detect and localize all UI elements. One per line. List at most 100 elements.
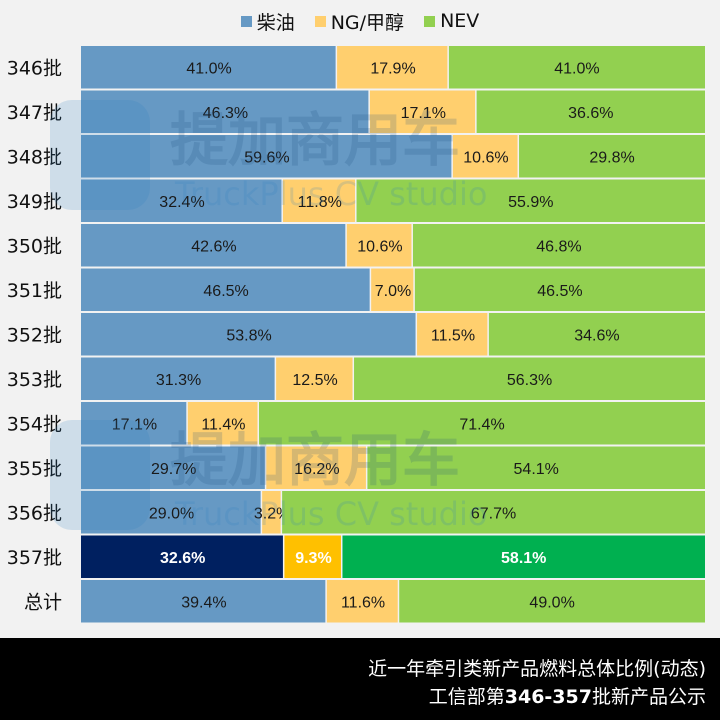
data-label: 39.4%: [181, 594, 226, 611]
data-label: 36.6%: [568, 105, 613, 122]
legend-swatch: [314, 15, 326, 27]
data-label: 11.8%: [298, 194, 342, 211]
bar-segment: [414, 268, 705, 311]
legend-label: 柴油: [256, 11, 295, 34]
legend-item: NG/甲醇: [314, 8, 405, 35]
data-label: 17.1%: [112, 416, 157, 433]
data-label: 32.6%: [160, 550, 205, 567]
bar-segment: [399, 580, 705, 623]
data-label: 10.6%: [357, 238, 402, 255]
bar-segment: [342, 535, 705, 578]
bar-segment: [354, 357, 705, 400]
category-label: 354批: [7, 413, 62, 435]
bar-segment: [369, 90, 476, 133]
data-label: 58.1%: [501, 550, 546, 567]
bar-segment: [337, 46, 448, 89]
bar-segment: [81, 268, 370, 311]
bar-segment: [262, 491, 281, 534]
data-label: 11.5%: [431, 327, 475, 344]
category-label: 350批: [7, 235, 62, 257]
bar-segment: [81, 90, 369, 133]
data-label: 54.1%: [514, 461, 559, 478]
data-label: 29.0%: [149, 505, 194, 522]
data-label: 17.1%: [401, 105, 446, 122]
bar-segment: [284, 535, 341, 578]
legend-label: NG/甲醇: [330, 11, 405, 34]
bar-segment: [417, 313, 488, 356]
data-label: 53.8%: [226, 327, 271, 344]
legend-label: NEV: [440, 10, 480, 32]
bar-segment: [346, 224, 412, 267]
data-label: 34.6%: [574, 327, 619, 344]
data-label: 71.4%: [459, 416, 504, 433]
data-label: 31.3%: [156, 372, 201, 389]
footer-subtitle-pre: 工信部第: [428, 686, 505, 708]
data-label: 7.0%: [375, 283, 411, 300]
data-label: 29.8%: [589, 149, 634, 166]
data-label: 42.6%: [191, 238, 236, 255]
data-label: 46.3%: [203, 105, 248, 122]
footer-subtitle: 工信部第346-357批新产品公示: [429, 682, 706, 709]
category-label: 总计: [24, 591, 62, 613]
bar-segment: [81, 446, 265, 489]
category-label: 349批: [7, 191, 62, 213]
bar-segment: [452, 135, 518, 178]
data-label: 9.3%: [295, 550, 331, 567]
bar-segment: [81, 535, 283, 578]
category-label: 351批: [7, 280, 62, 302]
bar-segment: [448, 46, 705, 89]
data-label: 46.5%: [203, 283, 248, 300]
data-label: 11.6%: [341, 594, 385, 611]
data-label: 3.2%: [254, 505, 290, 522]
data-label: 49.0%: [529, 594, 574, 611]
bar-segment: [282, 179, 356, 222]
data-label: 67.7%: [471, 505, 516, 522]
data-label: 56.3%: [507, 372, 552, 389]
legend-swatch: [240, 15, 252, 27]
bar-segment: [326, 580, 398, 623]
data-label: 41.0%: [186, 60, 231, 77]
bar-segment: [488, 313, 705, 356]
footer-caption: 近一年牵引类新产品燃料总体比例(动态) 工信部第346-357批新产品公示: [0, 638, 720, 720]
data-label: 32.4%: [159, 194, 204, 211]
bar-segment: [412, 224, 705, 267]
category-label: 353批: [7, 369, 62, 391]
category-label: 352批: [7, 324, 62, 346]
data-label: 55.9%: [508, 194, 553, 211]
bar-segment: [81, 402, 187, 445]
category-label: 355批: [7, 458, 62, 480]
bar-segment: [519, 135, 705, 178]
bar-segment: [356, 179, 705, 222]
bar-segment: [276, 357, 353, 400]
bar-segment: [81, 46, 336, 89]
bar-segment: [367, 446, 705, 489]
footer-title: 近一年牵引类新产品燃料总体比例(动态): [368, 658, 706, 680]
data-label: 11.4%: [201, 416, 245, 433]
footer-subtitle-range: 346-357: [504, 686, 592, 708]
bar-segment: [476, 90, 705, 133]
bar-segment: [81, 357, 275, 400]
bar-segment: [81, 224, 346, 267]
data-label: 17.9%: [370, 60, 415, 77]
category-label: 357批: [7, 547, 62, 569]
stacked-bar-chart: 346批 41.0% 17.9% 41.0% 347批 46.3% 17.1% 36.6% 34…: [7, 46, 705, 623]
chart-legend: 柴油 NG/甲醇 NEV: [0, 6, 720, 36]
bar-segment: [81, 179, 282, 222]
legend-swatch: [424, 15, 436, 27]
bar-segment: [187, 402, 258, 445]
data-label: 46.8%: [536, 238, 581, 255]
data-label: 16.2%: [294, 461, 339, 478]
data-label: 46.5%: [537, 283, 582, 300]
legend-item: 柴油: [240, 8, 295, 35]
data-label: 41.0%: [554, 60, 599, 77]
legend-item: NEV: [424, 10, 479, 32]
bar-segment: [81, 580, 326, 623]
category-label: 348批: [7, 146, 62, 168]
category-label: 346批: [7, 57, 62, 79]
category-label: 356批: [7, 502, 62, 524]
data-label: 10.6%: [463, 149, 508, 166]
data-label: 12.5%: [292, 372, 337, 389]
bar-segment: [259, 402, 705, 445]
bar-segment: [81, 491, 261, 534]
data-label: 29.7%: [151, 461, 196, 478]
